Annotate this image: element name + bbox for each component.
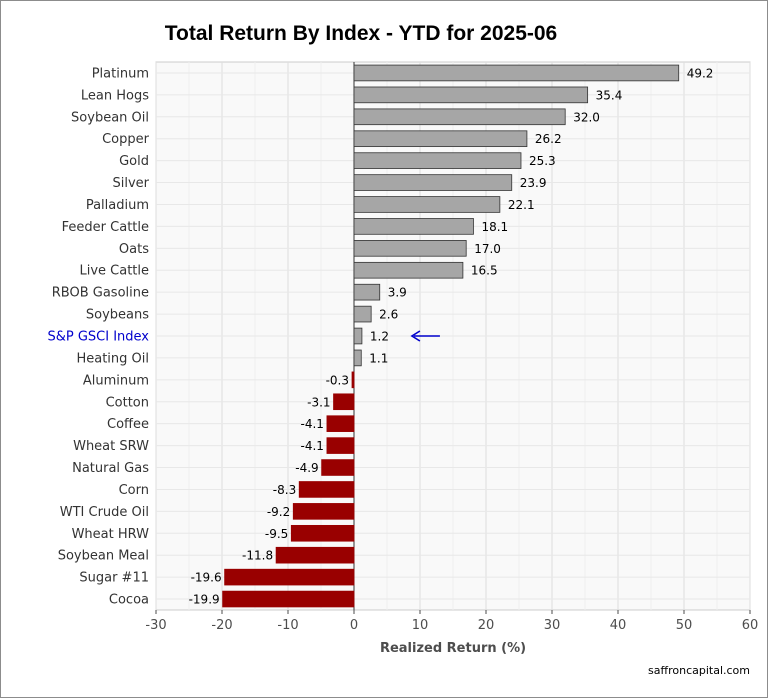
bar (353, 327, 363, 345)
data-label: 1.1 (369, 351, 388, 365)
x-tick-label: 60 (742, 618, 759, 633)
data-label: 23.9 (520, 176, 547, 190)
data-label: -9.2 (267, 505, 290, 519)
bar (321, 459, 355, 476)
data-label: -8.3 (273, 483, 296, 497)
bar (353, 174, 513, 191)
bar (353, 240, 467, 257)
data-label: 26.2 (535, 132, 562, 146)
category-label: Feeder Cattle (62, 220, 149, 235)
x-tick-label: 20 (478, 618, 495, 633)
data-label: 32.0 (573, 110, 600, 124)
data-label: 35.4 (596, 88, 623, 102)
data-label: -11.8 (242, 549, 273, 563)
category-label: Lean Hogs (81, 88, 149, 103)
x-tick-label: 30 (544, 618, 561, 633)
bar (275, 546, 355, 564)
x-tick-label: -30 (145, 618, 166, 633)
x-tick-label: 0 (350, 618, 358, 633)
category-label: WTI Crude Oil (60, 505, 149, 520)
data-label: -3.1 (307, 395, 330, 409)
category-label: Aluminum (83, 373, 149, 388)
data-label: -19.9 (189, 593, 220, 607)
highlight-arrow-head (410, 330, 421, 342)
category-label: RBOB Gasoline (52, 286, 149, 301)
category-label: Live Cattle (79, 264, 149, 279)
bar (224, 568, 355, 586)
data-label: 2.6 (379, 308, 398, 322)
category-label: Wheat HRW (72, 527, 150, 542)
bar (353, 130, 528, 148)
bar (353, 196, 501, 213)
category-label: Sugar #11 (79, 571, 149, 586)
category-label: S&P GSCI Index (47, 330, 149, 345)
bar (298, 481, 355, 498)
data-label: 22.1 (508, 198, 535, 212)
category-label: Gold (119, 154, 149, 169)
category-label: Soybean Meal (58, 549, 149, 564)
category-label: Platinum (92, 66, 149, 81)
category-label: Oats (119, 242, 149, 257)
category-label: Soybeans (86, 308, 149, 323)
bar (326, 437, 355, 454)
data-label: 16.5 (471, 264, 498, 278)
x-axis-title: Realized Return (%) (380, 641, 526, 656)
category-label: Corn (119, 483, 149, 498)
bar (353, 305, 372, 323)
data-label: 1.2 (370, 330, 389, 344)
bar (292, 503, 355, 520)
bar (353, 261, 464, 279)
bar (353, 64, 680, 82)
data-label: 3.9 (388, 286, 407, 300)
data-label: -4.9 (295, 461, 318, 475)
bar (353, 218, 474, 235)
bar (222, 590, 355, 608)
category-label: Wheat SRW (73, 439, 149, 454)
category-label: Cocoa (109, 593, 149, 608)
x-tick-label: 40 (610, 618, 627, 633)
bar (326, 415, 355, 432)
category-label: Heating Oil (76, 351, 149, 366)
category-label: Palladium (86, 198, 149, 213)
data-label: -9.5 (265, 527, 288, 541)
x-tick-label: 50 (676, 618, 693, 633)
data-label: -19.6 (191, 571, 222, 585)
data-label: 49.2 (687, 66, 714, 80)
bar (353, 108, 566, 126)
bar (353, 349, 362, 367)
x-tick-label: -10 (277, 618, 298, 633)
category-label: Copper (102, 132, 150, 147)
data-label: -0.3 (326, 373, 349, 387)
chart-title: Total Return By Index - YTD for 2025-06 (164, 22, 558, 45)
bar (333, 393, 355, 411)
data-label: -4.1 (301, 439, 324, 453)
category-label: Cotton (106, 395, 149, 410)
data-label: 25.3 (529, 154, 556, 168)
source-credit: saffroncapital.com (648, 664, 750, 677)
bar (290, 524, 355, 542)
data-label: 17.0 (474, 242, 501, 256)
data-label: -4.1 (301, 417, 324, 431)
bar (353, 86, 589, 104)
x-tick-label: -20 (211, 618, 232, 633)
category-label: Coffee (107, 417, 149, 432)
bar (351, 371, 355, 389)
data-label: 18.1 (481, 220, 508, 234)
bar (353, 283, 381, 301)
category-label: Natural Gas (72, 461, 149, 476)
x-tick-label: 10 (412, 618, 429, 633)
bar (353, 152, 522, 169)
category-label: Silver (112, 176, 149, 191)
category-label: Soybean Oil (71, 110, 149, 125)
